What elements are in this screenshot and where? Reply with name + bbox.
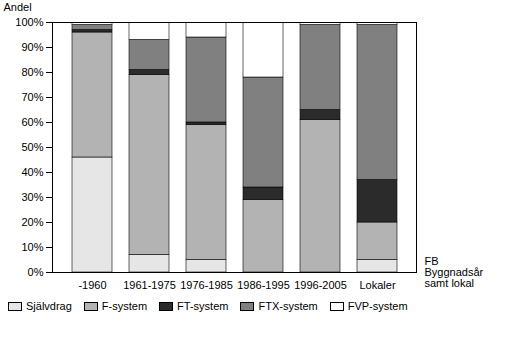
html-text:FVP-system: FVP-system xyxy=(347,300,408,312)
svg-text:0%: 0% xyxy=(28,266,44,278)
html-text:FT-system: FT-system xyxy=(177,300,229,312)
svg-text:20%: 20% xyxy=(21,216,43,228)
svg-text:60%: 60% xyxy=(21,116,43,128)
html-text:Självdrag: Självdrag xyxy=(26,300,72,312)
svg-text:-1960: -1960 xyxy=(78,279,106,291)
svg-text:FBByggnadsårsamt lokal: FBByggnadsårsamt lokal xyxy=(425,255,484,289)
svg-text:1961-1975: 1961-1975 xyxy=(123,279,176,291)
svg-text:80%: 80% xyxy=(21,66,43,78)
svg-text:30%: 30% xyxy=(21,191,43,203)
svg-text:70%: 70% xyxy=(21,91,43,103)
html-text:F-system: F-system xyxy=(101,300,148,312)
svg-text:Lokaler: Lokaler xyxy=(359,279,395,291)
svg-text:10%: 10% xyxy=(21,241,43,253)
html-text:FTX-system: FTX-system xyxy=(258,300,318,312)
svg-text:100%: 100% xyxy=(15,16,43,28)
svg-text:Andel: Andel xyxy=(4,1,32,13)
svg-text:50%: 50% xyxy=(21,141,43,153)
svg-text:40%: 40% xyxy=(21,166,43,178)
svg-text:90%: 90% xyxy=(21,41,43,53)
svg-text:1996-2005: 1996-2005 xyxy=(294,279,347,291)
svg-text:1976-1985: 1976-1985 xyxy=(180,279,233,291)
svg-text:1986-1995: 1986-1995 xyxy=(237,279,290,291)
